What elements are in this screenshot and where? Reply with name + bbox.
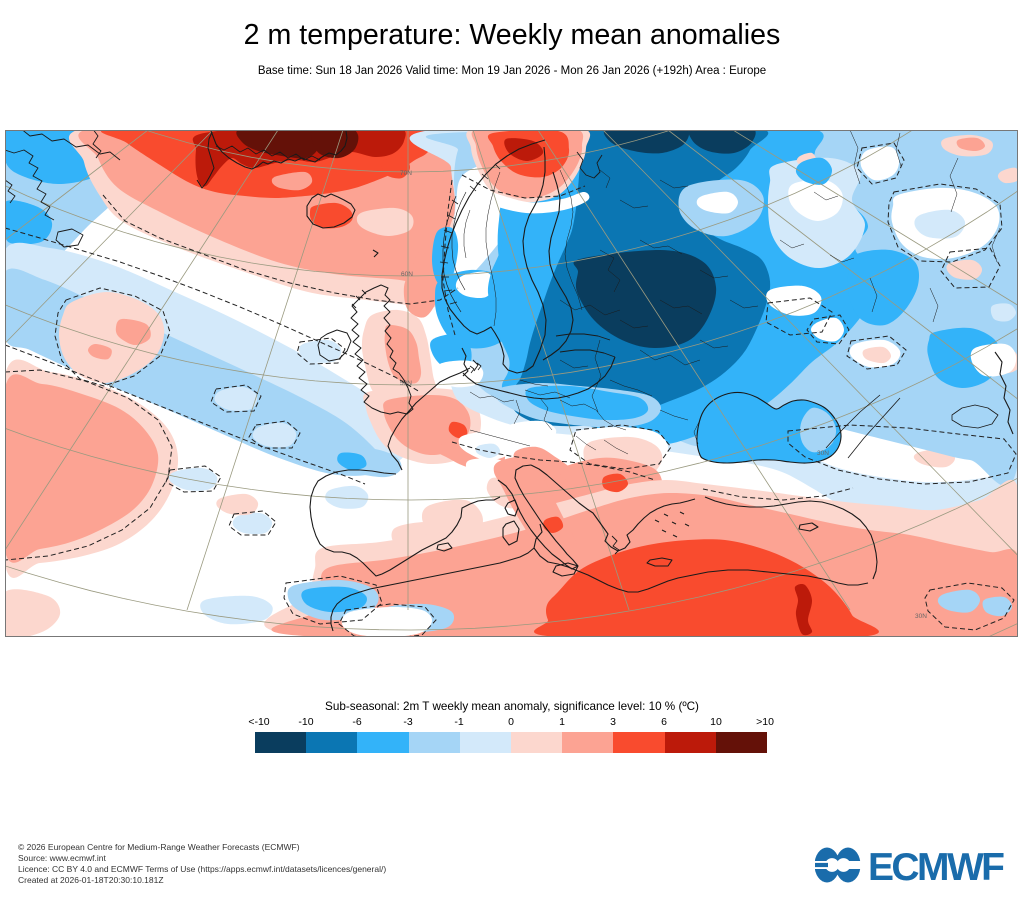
svg-text:30N: 30N [915, 613, 927, 620]
svg-text:30N: 30N [817, 450, 829, 457]
svg-text:70N: 70N [400, 170, 412, 177]
svg-text:60N: 60N [401, 271, 413, 278]
svg-text:ECMWF: ECMWF [868, 846, 1005, 885]
